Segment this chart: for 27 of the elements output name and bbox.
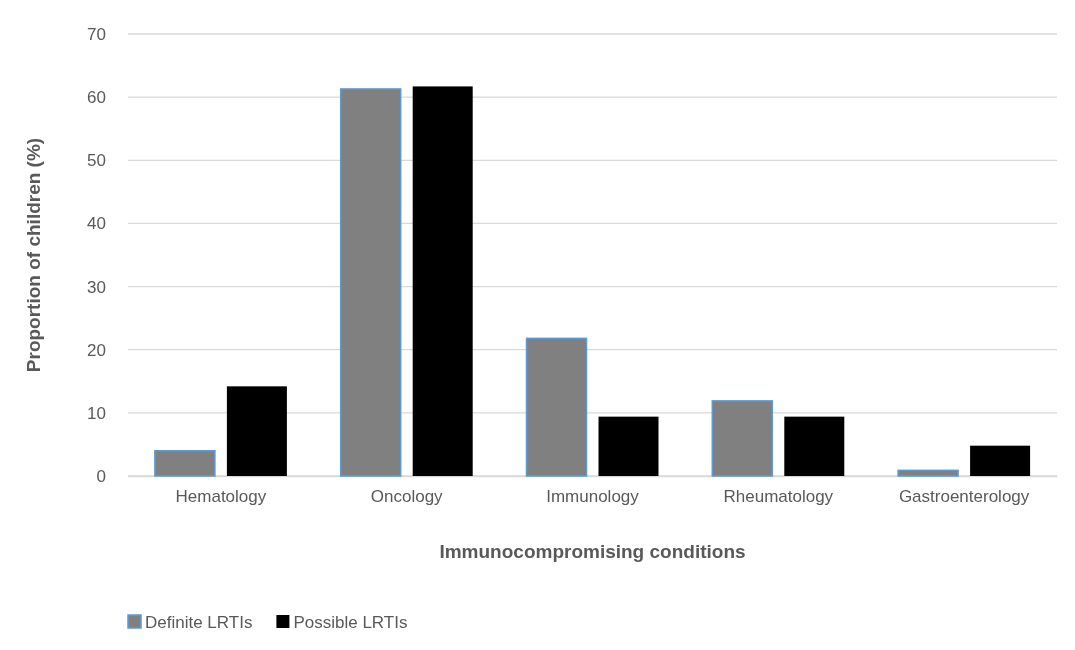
x-tick-label: Oncology (370, 487, 444, 507)
x-axis-title: Immunocompromising conditions (439, 541, 746, 562)
x-tick-label: Hematology (175, 487, 267, 507)
bar (525, 337, 588, 477)
bar (784, 416, 845, 476)
y-axis-title: Proportion of children (%) (23, 137, 44, 373)
bar (970, 445, 1031, 476)
bar (711, 400, 774, 477)
x-tick-label: Rheumatology (723, 487, 834, 507)
y-tick-label: 0 (96, 466, 106, 486)
bar (339, 88, 402, 477)
y-tick-label: 70 (87, 24, 106, 44)
bar (598, 416, 659, 476)
y-tick-label: 10 (87, 403, 106, 423)
bar (412, 86, 473, 476)
y-tick-label: 40 (87, 214, 106, 234)
legend-label: Definite LRTIs (145, 613, 253, 632)
y-tick-label: 30 (87, 277, 106, 297)
x-tick-label: Immunology (546, 487, 640, 507)
y-tick-label: 50 (87, 151, 106, 171)
y-tick-label: 60 (87, 88, 106, 108)
legend-label: Possible LRTIs (293, 613, 408, 632)
y-tick-label: 20 (87, 340, 106, 360)
x-tick-label: Gastroenterology (898, 487, 1030, 507)
bar (897, 469, 959, 477)
bar (154, 449, 216, 477)
bar (226, 386, 287, 476)
